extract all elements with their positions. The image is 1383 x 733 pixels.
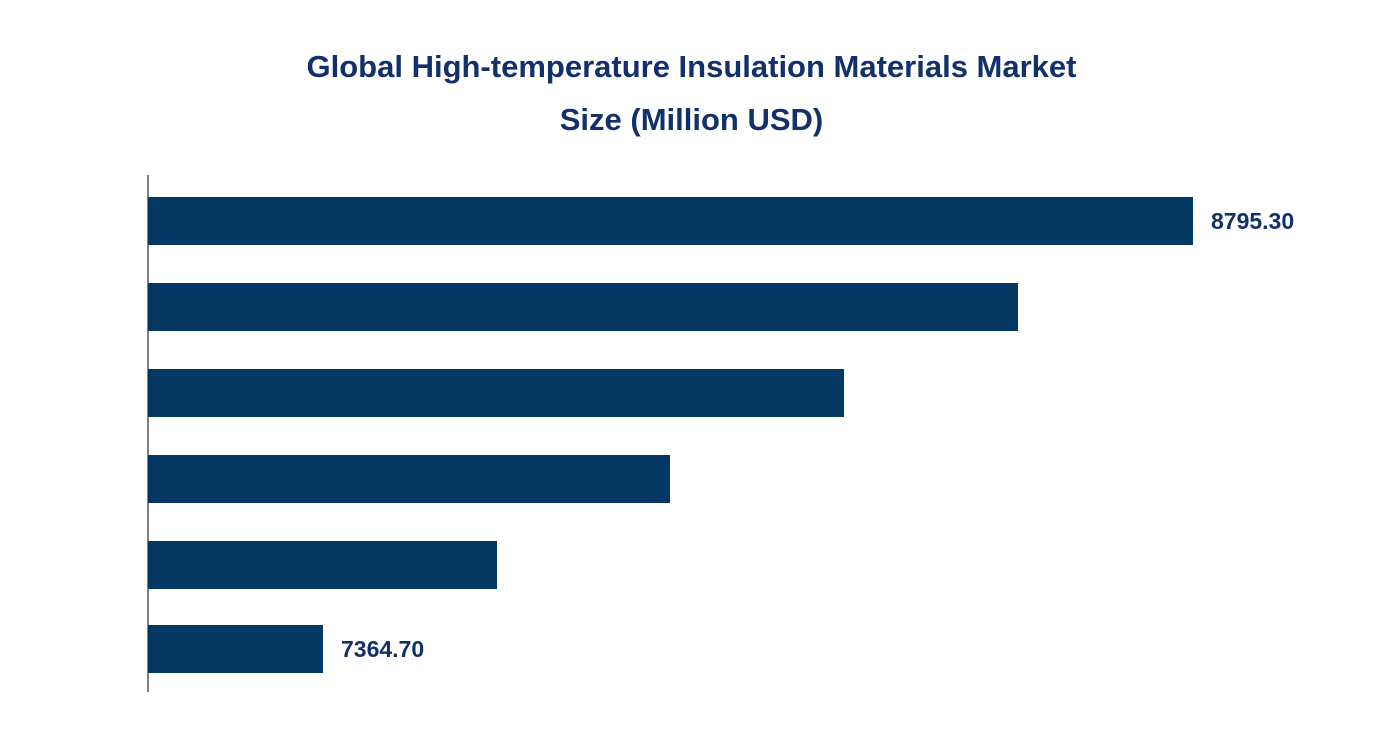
bar-2027[interactable] [148, 369, 844, 417]
bar-value-label-2024: 7364.70 [341, 636, 425, 662]
bar-2028[interactable] [148, 283, 1018, 331]
bar-2024[interactable] [148, 625, 323, 673]
page-title: Global High-temperature Insulation Mater… [0, 40, 1383, 146]
bar-2026[interactable] [148, 455, 670, 503]
category-axis-line [147, 175, 149, 692]
chart-title-line-2: Size (Million USD) [559, 102, 824, 137]
bar-2025[interactable] [148, 541, 497, 589]
bar-2029[interactable] [148, 197, 1193, 245]
bar-value-label-2029: 8795.30 [1211, 208, 1295, 234]
chart-title-line-1: Global High-temperature Insulation Mater… [306, 49, 1077, 84]
